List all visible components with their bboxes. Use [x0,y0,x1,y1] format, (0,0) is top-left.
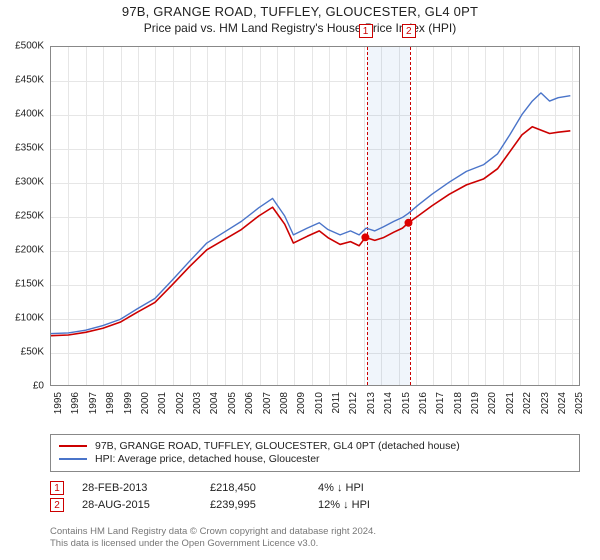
y-tick-label: £100K [15,313,44,324]
sale-row-badge: 2 [50,498,64,512]
x-tick-label: 2021 [505,392,516,414]
y-tick-label: £500K [15,41,44,52]
chart-legend: 97B, GRANGE ROAD, TUFFLEY, GLOUCESTER, G… [50,434,580,472]
x-axis: 1995 1996 1997 1998 1999 2000 2001 2002 2003 2004… [50,388,580,432]
x-tick-label: 2008 [279,392,290,414]
legend-row: 97B, GRANGE ROAD, TUFFLEY, GLOUCESTER, G… [59,440,571,452]
x-tick-label: 2001 [157,392,168,414]
x-tick-label: 2003 [192,392,203,414]
x-tick-label: 1996 [70,392,81,414]
y-axis: £0£50K£100K£150K£200K£250K£300K£350K£400… [0,46,48,386]
series-hpi [51,93,570,334]
sale-row-delta: 4% ↓ HPI [318,482,438,494]
y-tick-label: £200K [15,245,44,256]
chart-plot-area [50,46,580,386]
x-tick-label: 2025 [574,392,585,414]
x-tick-label: 2009 [296,392,307,414]
legend-color-chip [59,445,87,447]
sale-badge: 1 [359,24,373,38]
x-tick-label: 2007 [262,392,273,414]
legend-label: HPI: Average price, detached house, Glou… [95,453,320,465]
x-tick-label: 2010 [314,392,325,414]
x-tick-label: 1998 [105,392,116,414]
legend-label: 97B, GRANGE ROAD, TUFFLEY, GLOUCESTER, G… [95,440,460,452]
y-tick-label: £300K [15,177,44,188]
y-tick-label: £250K [15,211,44,222]
footer-line-1: Contains HM Land Registry data © Crown c… [50,526,580,538]
x-tick-label: 2005 [227,392,238,414]
x-tick-label: 1997 [88,392,99,414]
y-tick-label: £400K [15,109,44,120]
x-tick-label: 2017 [435,392,446,414]
sales-table: 1 28-FEB-2013 £218,450 4% ↓ HPI 2 28-AUG-2015… [50,478,580,515]
sale-row: 2 28-AUG-2015 £239,995 12% ↓ HPI [50,498,580,512]
x-tick-label: 1999 [123,392,134,414]
sale-marker-dot [405,219,412,226]
chart-title: 97B, GRANGE ROAD, TUFFLEY, GLOUCESTER, G… [0,4,600,19]
x-tick-label: 2015 [401,392,412,414]
y-tick-label: £350K [15,143,44,154]
x-tick-label: 2000 [140,392,151,414]
x-tick-label: 2014 [383,392,394,414]
sale-row-delta: 12% ↓ HPI [318,499,438,511]
sale-row-date: 28-FEB-2013 [82,482,192,494]
x-tick-label: 2011 [331,392,342,414]
x-tick-label: 1995 [53,392,64,414]
x-tick-label: 2019 [470,392,481,414]
sale-row-price: £218,450 [210,482,300,494]
x-tick-label: 2004 [209,392,220,414]
x-tick-label: 2013 [366,392,377,414]
footer-line-2: This data is licensed under the Open Gov… [50,538,580,550]
x-tick-label: 2023 [540,392,551,414]
legend-row: HPI: Average price, detached house, Glou… [59,453,571,465]
x-tick-label: 2016 [418,392,429,414]
sale-row-price: £239,995 [210,499,300,511]
x-tick-label: 2022 [522,392,533,414]
sale-row-date: 28-AUG-2015 [82,499,192,511]
x-tick-label: 2002 [175,392,186,414]
x-tick-label: 2012 [348,392,359,414]
sale-row-badge: 1 [50,481,64,495]
legend-color-chip [59,458,87,460]
x-tick-label: 2006 [244,392,255,414]
y-tick-label: £150K [15,279,44,290]
sale-row: 1 28-FEB-2013 £218,450 4% ↓ HPI [50,481,580,495]
sale-badge: 2 [402,24,416,38]
y-tick-label: £450K [15,75,44,86]
x-tick-label: 2020 [487,392,498,414]
chart-lines [51,47,579,385]
y-tick-label: £50K [21,347,44,358]
x-tick-label: 2018 [453,392,464,414]
attribution-footer: Contains HM Land Registry data © Crown c… [50,526,580,550]
sale-marker-dot [362,234,369,241]
y-tick-label: £0 [33,381,44,392]
x-tick-label: 2024 [557,392,568,414]
chart-subtitle: Price paid vs. HM Land Registry's House … [0,21,600,35]
